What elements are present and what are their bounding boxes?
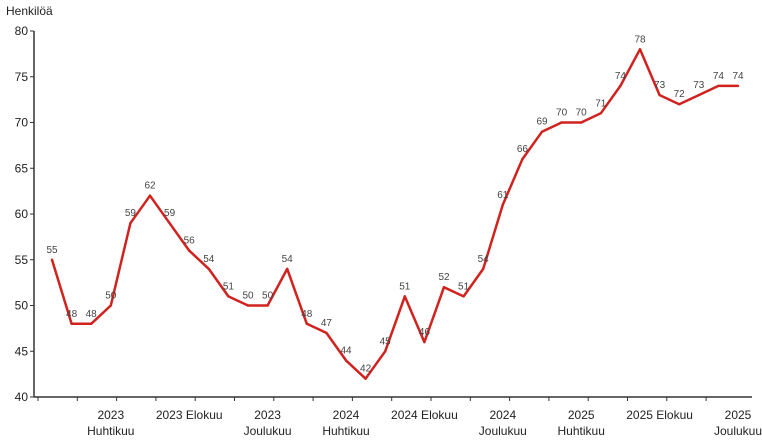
x-tick-label: Joulukuu: [479, 424, 527, 438]
data-point: [717, 84, 720, 88]
x-tick-label: 2025 Elokuu: [626, 408, 693, 422]
data-point: [305, 322, 308, 325]
data-point: [697, 93, 700, 97]
data-point: [188, 249, 191, 252]
data-label: 59: [125, 208, 137, 219]
data-label: 70: [556, 108, 568, 119]
data-label: 54: [282, 254, 294, 265]
data-point: [619, 84, 622, 88]
data-label: 66: [517, 144, 529, 155]
data-point: [501, 203, 504, 207]
data-point: [109, 304, 113, 307]
y-tick-label: 55: [15, 253, 29, 267]
data-point: [540, 130, 544, 133]
data-point: [227, 295, 230, 298]
data-label: 74: [732, 71, 744, 82]
y-axis-label: Henkilöä: [6, 4, 53, 18]
data-point: [442, 286, 446, 289]
data-label: 48: [301, 309, 313, 320]
data-label: 51: [458, 281, 470, 292]
data-label: 47: [321, 318, 333, 329]
x-tick-label: 2023 Elokuu: [156, 408, 223, 422]
x-tick-label: 2024: [489, 408, 516, 422]
data-point: [70, 322, 73, 325]
x-tick-label: Joulukuu: [714, 424, 762, 438]
data-point: [658, 93, 661, 97]
x-tick-label: Huhtikuu: [558, 424, 605, 438]
x-tick-label: 2023: [254, 408, 281, 422]
data-point: [325, 331, 328, 335]
data-point: [462, 295, 465, 298]
data-point: [364, 377, 367, 380]
data-label: 46: [419, 327, 431, 338]
data-label: 50: [242, 291, 254, 302]
data-point: [207, 267, 210, 271]
y-tick-label: 70: [15, 116, 29, 130]
series-line: [50, 48, 738, 380]
data-label: 62: [144, 181, 156, 192]
data-label: 51: [223, 281, 235, 292]
data-label: 50: [262, 291, 274, 302]
data-point: [286, 267, 289, 271]
x-tick-label: 2025: [568, 408, 595, 422]
data-label: 56: [184, 236, 196, 247]
data-label: 54: [478, 254, 490, 265]
data-label: 52: [438, 272, 450, 283]
x-tick-label: 2025: [725, 408, 752, 422]
y-tick-label: 50: [15, 299, 29, 313]
data-point: [384, 350, 387, 353]
data-point: [678, 103, 681, 106]
data-point: [246, 304, 250, 307]
data-point: [482, 267, 485, 271]
data-label: 73: [693, 80, 705, 91]
data-point: [168, 221, 171, 225]
data-point: [560, 121, 563, 124]
data-point: [599, 112, 602, 115]
data-point: [736, 84, 740, 88]
y-tick-label: 75: [15, 70, 29, 84]
data-point: [638, 48, 642, 51]
data-label: 42: [360, 364, 372, 375]
data-point: [148, 194, 152, 197]
data-point: [90, 322, 93, 325]
x-tick-label: Huhtikuu: [87, 424, 134, 438]
data-label: 59: [164, 208, 176, 219]
data-label: 69: [536, 117, 548, 128]
data-point: [129, 221, 132, 225]
y-tick-label: 65: [15, 161, 29, 175]
data-point: [521, 157, 524, 161]
x-tick-label: 2024 Elokuu: [391, 408, 458, 422]
data-label: 51: [399, 281, 411, 292]
data-point: [344, 359, 348, 362]
x-tick-label: 2023: [97, 408, 124, 422]
y-tick-label: 80: [15, 24, 29, 38]
data-label: 48: [66, 309, 78, 320]
data-label: 50: [105, 291, 117, 302]
data-label: 44: [340, 345, 352, 356]
data-point: [580, 121, 583, 124]
data-point: [423, 340, 426, 344]
data-label: 48: [86, 309, 98, 320]
data-label: 45: [380, 336, 392, 347]
x-tick-label: Huhtikuu: [322, 424, 369, 438]
data-label: 73: [654, 80, 666, 91]
data-label: 71: [595, 98, 607, 109]
data-label: 54: [203, 254, 215, 265]
data-point: [403, 295, 406, 298]
y-tick-label: 60: [15, 207, 29, 221]
x-tick-label: 2024: [333, 408, 360, 422]
data-label: 78: [634, 34, 646, 45]
data-point: [266, 304, 269, 307]
data-label: 70: [576, 108, 588, 119]
data-label: 74: [615, 71, 627, 82]
data-point: [50, 258, 54, 261]
data-label: 61: [497, 190, 509, 201]
x-tick-label: Joulukuu: [244, 424, 292, 438]
data-label: 55: [46, 245, 58, 256]
y-tick-label: 40: [15, 390, 29, 404]
data-label: 74: [713, 71, 725, 82]
data-label: 72: [674, 89, 686, 100]
y-tick-label: 45: [15, 344, 29, 358]
